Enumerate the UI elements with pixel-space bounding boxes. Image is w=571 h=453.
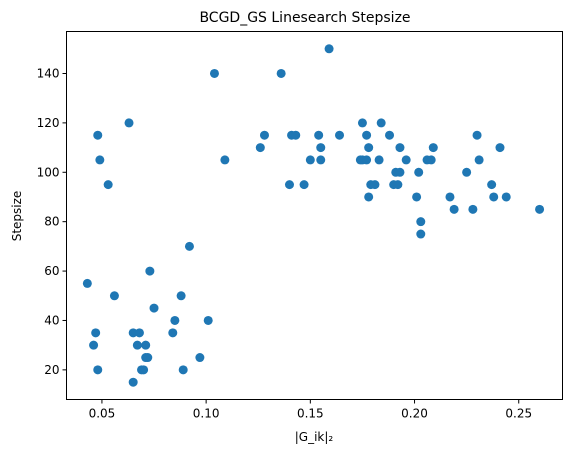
data-point	[393, 180, 403, 190]
data-point	[316, 143, 326, 153]
data-point	[93, 130, 103, 140]
plot-frame	[66, 31, 563, 400]
data-point	[178, 365, 188, 375]
data-point	[149, 303, 159, 313]
data-point	[145, 266, 155, 276]
data-point	[324, 44, 334, 54]
data-point	[128, 328, 138, 338]
data-point	[412, 192, 422, 202]
data-point	[426, 155, 436, 165]
x-tick-label: 0.10	[193, 407, 220, 421]
y-tick-label: 60	[44, 264, 59, 278]
data-point	[445, 192, 455, 202]
data-point	[128, 377, 138, 387]
x-tick-label: 0.25	[505, 407, 532, 421]
y-axis-ticks: 20 40 60 80 100 120 140	[37, 66, 67, 377]
data-point	[91, 328, 101, 338]
data-point	[501, 192, 511, 202]
y-tick-label: 140	[37, 66, 60, 80]
data-point	[316, 155, 326, 165]
data-point	[305, 155, 315, 165]
data-point	[284, 180, 294, 190]
data-point	[468, 204, 478, 214]
data-point	[109, 291, 119, 301]
x-axis-label: |G_ik|₂	[295, 430, 334, 444]
x-tick-label: 0.05	[89, 407, 116, 421]
data-point	[89, 340, 99, 350]
data-point	[370, 180, 380, 190]
data-point	[335, 130, 345, 140]
data-point	[428, 143, 438, 153]
data-point	[141, 340, 151, 350]
data-point	[220, 155, 230, 165]
y-tick-label: 20	[44, 363, 59, 377]
y-tick-label: 120	[37, 116, 60, 130]
data-point	[195, 353, 205, 363]
data-point	[462, 167, 472, 177]
data-point	[472, 130, 482, 140]
data-point	[299, 180, 309, 190]
y-tick-label: 40	[44, 313, 59, 327]
data-point	[414, 167, 424, 177]
data-point	[376, 118, 386, 128]
data-point	[184, 241, 194, 251]
data-point	[139, 365, 149, 375]
data-point	[395, 167, 405, 177]
data-point	[276, 68, 286, 78]
data-point	[168, 328, 178, 338]
data-point	[124, 118, 134, 128]
data-point	[314, 130, 324, 140]
data-point	[93, 365, 103, 375]
data-point	[134, 328, 144, 338]
data-point	[132, 340, 142, 350]
data-point	[364, 192, 374, 202]
data-point	[489, 192, 499, 202]
data-point	[487, 180, 497, 190]
x-tick-label: 0.20	[401, 407, 428, 421]
data-point	[143, 353, 153, 363]
data-point	[82, 278, 92, 288]
data-point	[364, 143, 374, 153]
data-point	[203, 315, 213, 325]
y-tick-label: 80	[44, 215, 59, 229]
data-points	[82, 44, 545, 387]
data-point	[362, 130, 372, 140]
chart-title: BCGD_GS Linesearch Stepsize	[199, 10, 410, 26]
data-point	[95, 155, 105, 165]
data-point	[209, 68, 219, 78]
data-point	[103, 180, 113, 190]
data-point	[395, 143, 405, 153]
data-point	[291, 130, 301, 140]
data-point	[416, 217, 426, 227]
data-point	[374, 155, 384, 165]
data-point	[385, 130, 395, 140]
data-point	[259, 130, 269, 140]
x-tick-label: 0.15	[297, 407, 324, 421]
data-point	[449, 204, 459, 214]
data-point	[535, 204, 545, 214]
data-point	[176, 291, 186, 301]
x-axis-ticks: 0.05 0.10 0.15 0.20 0.25	[89, 399, 532, 421]
data-point	[362, 155, 372, 165]
data-point	[401, 155, 411, 165]
data-point	[357, 118, 367, 128]
y-axis-label: Stepsize	[10, 191, 24, 242]
data-point	[416, 229, 426, 239]
y-tick-label: 100	[37, 165, 60, 179]
data-point	[474, 155, 484, 165]
data-point	[495, 143, 505, 153]
data-point	[255, 143, 265, 153]
data-point	[170, 315, 180, 325]
